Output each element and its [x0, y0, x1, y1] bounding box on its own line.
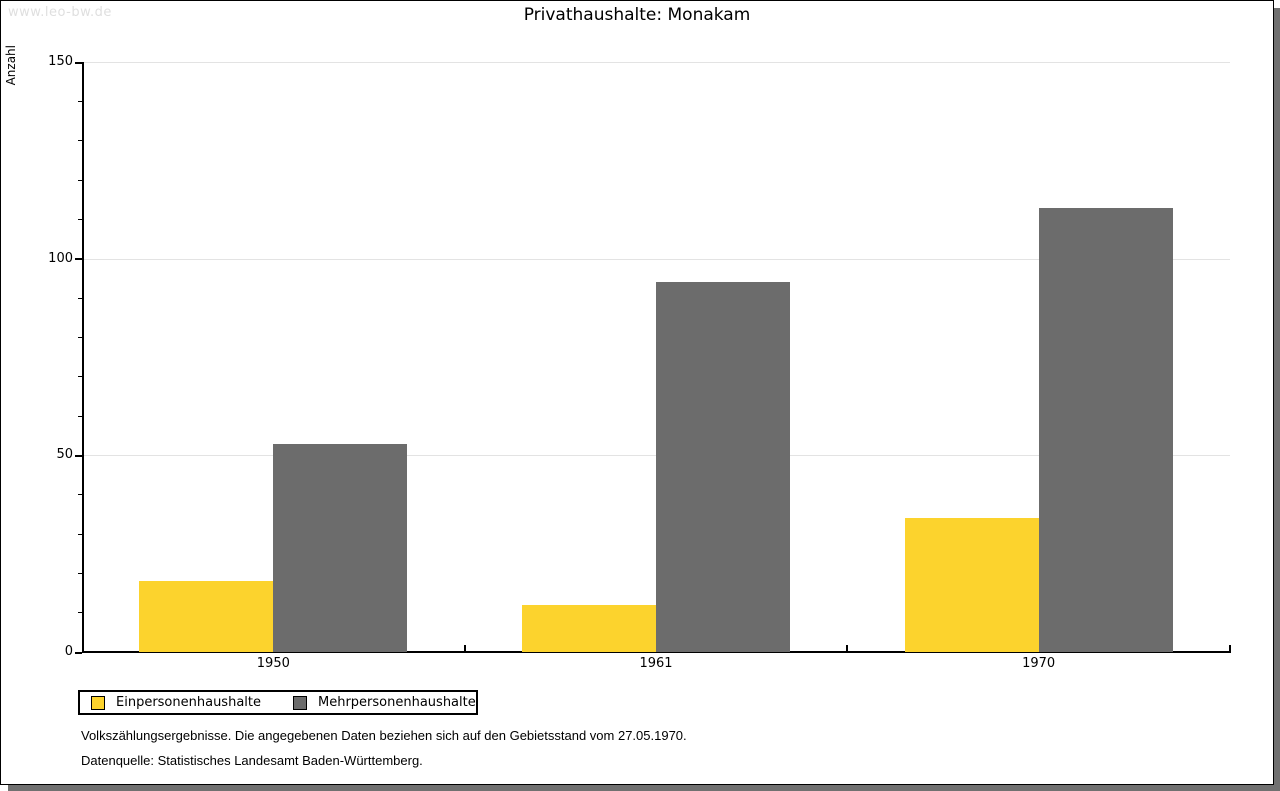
y-minor-tick: [78, 494, 82, 496]
y-tick-label: 0: [64, 644, 73, 659]
bar-einpersonenhaushalte-1950: [139, 581, 274, 652]
y-minor-tick: [78, 612, 82, 614]
y-minor-tick: [78, 179, 82, 181]
legend-label: Einpersonenhaushalte: [116, 695, 261, 710]
legend-item-mehrpersonenhaushalte: Mehrpersonenhaushalte: [293, 695, 476, 710]
y-tick: [75, 61, 82, 64]
y-minor-tick: [78, 218, 82, 220]
legend-swatch-mehrpersonenhaushalte: [293, 695, 307, 710]
gridline: [84, 62, 1230, 63]
bar-mehrpersonenhaushalte-1950: [273, 443, 408, 652]
x-boundary-tick: [846, 645, 849, 652]
legend-label: Mehrpersonenhaushalte: [318, 695, 476, 710]
bar-mehrpersonenhaushalte-1970: [1038, 207, 1173, 652]
y-minor-tick: [78, 140, 82, 142]
gridline: [84, 258, 1230, 260]
x-boundary-tick: [463, 645, 466, 652]
y-tick: [75, 454, 82, 457]
x-tick-label: 1961: [639, 656, 673, 671]
y-tick-label: 50: [56, 447, 73, 463]
y-minor-tick: [78, 415, 82, 417]
bar-einpersonenhaushalte-1961: [522, 604, 656, 652]
y-tick-label: 100: [48, 250, 73, 266]
x-tick-label: 1970: [1022, 656, 1056, 671]
y-axis-line: [82, 62, 84, 653]
window-shadow-bottom: [8, 785, 1280, 791]
footer-source-note: Volkszählungsergebnisse. Die angegebenen…: [81, 728, 687, 743]
footer-data-source: Datenquelle: Statistisches Landesamt Bad…: [81, 753, 423, 768]
y-minor-tick: [78, 533, 82, 535]
bar-mehrpersonenhaushalte-1961: [656, 282, 790, 652]
page-title: Privathaushalte: Monakam: [523, 5, 751, 25]
legend: Einpersonenhaushalte Mehrpersonenhaushal…: [78, 690, 478, 715]
y-minor-tick: [78, 297, 82, 299]
x-boundary-tick: [1229, 645, 1231, 652]
legend-item-einpersonenhaushalte: Einpersonenhaushalte: [91, 695, 261, 710]
y-tick-label: 150: [48, 54, 73, 69]
bar-einpersonenhaushalte-1970: [904, 518, 1039, 652]
window-shadow-right: [1274, 8, 1280, 791]
y-minor-tick: [78, 572, 82, 574]
y-tick: [75, 258, 82, 261]
y-tick: [75, 651, 82, 654]
y-minor-tick: [78, 100, 82, 102]
x-tick-label: 1950: [256, 656, 290, 671]
x-axis-line: [82, 651, 1231, 653]
y-minor-tick: [78, 376, 82, 378]
legend-swatch-einpersonenhaushalte: [91, 695, 105, 710]
watermark: www.leo-bw.de: [8, 5, 112, 20]
y-minor-tick: [78, 336, 82, 338]
